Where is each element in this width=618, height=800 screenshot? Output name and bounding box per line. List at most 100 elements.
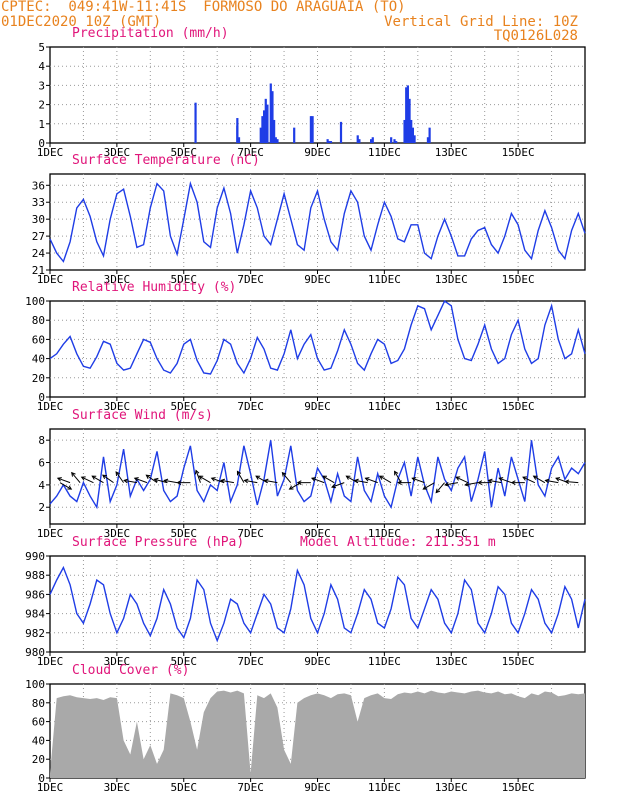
y-tick-label: 0 xyxy=(38,772,45,785)
precip-bar xyxy=(309,116,313,143)
x-tick-label: 13DEC xyxy=(435,527,468,540)
wind-arrow xyxy=(91,475,104,484)
wind-arrow xyxy=(237,471,245,483)
y-tick-label: 33 xyxy=(32,196,45,209)
y-tick-label: 990 xyxy=(25,550,45,563)
x-tick-label: 15DEC xyxy=(502,273,535,286)
panel-2: 0 20 40 60 80 100 1DEC 3DEC 5DEC 7DEC 9DEC 11DEC 13D… xyxy=(25,280,586,413)
y-tick-label: 4 xyxy=(38,60,45,73)
x-tick-label: 15DEC xyxy=(502,400,535,413)
panel-title: Surface Pressure (hPa) xyxy=(72,535,244,550)
y-tick-label: 2 xyxy=(38,99,45,112)
wind-arrow-head xyxy=(243,478,249,484)
wind-arrow-head xyxy=(564,479,570,485)
y-tick-label: 20 xyxy=(32,372,45,385)
wind-arrow-head xyxy=(123,478,129,484)
wind-arrow-head xyxy=(153,477,159,483)
precip-bar xyxy=(328,141,331,143)
x-tick-label: 7DEC xyxy=(237,527,264,540)
precip-bar xyxy=(390,137,393,143)
wind-arrow-head xyxy=(56,477,62,482)
y-tick-label: 80 xyxy=(32,697,45,710)
y-tick-label: 27 xyxy=(32,230,45,243)
x-tick-label: 7DEC xyxy=(237,400,264,413)
precip-bar xyxy=(358,139,361,143)
y-tick-label: 0 xyxy=(38,137,45,150)
wind-arrow-head xyxy=(163,478,169,484)
wind-arrow xyxy=(134,477,148,484)
x-tick-label: 11DEC xyxy=(368,146,401,159)
y-tick-label: 980 xyxy=(25,646,45,659)
x-tick-label: 11DEC xyxy=(368,527,401,540)
x-tick-label: 1DEC xyxy=(37,527,64,540)
wind-arrow-head xyxy=(345,475,351,480)
wind-arrow xyxy=(412,477,425,484)
x-tick-label: 9DEC xyxy=(304,146,331,159)
precip-bar xyxy=(411,127,414,143)
x-tick-label: 3DEC xyxy=(104,400,131,413)
wind-arrow-head xyxy=(444,482,450,487)
x-tick-label: 15DEC xyxy=(502,655,535,668)
panel-title: Surface Wind (m/s) xyxy=(72,408,213,423)
wind-arrow-head xyxy=(435,488,441,494)
wind-arrow xyxy=(435,482,445,493)
panel-annotation: Model Altitude: 211.351 m xyxy=(300,535,496,550)
precip-bar xyxy=(405,87,408,143)
wind-arrow xyxy=(146,474,158,484)
wind-arrow-head xyxy=(411,477,417,482)
precip-bar xyxy=(274,137,277,143)
precip-bar xyxy=(370,139,373,143)
precip-bar xyxy=(428,127,431,143)
x-tick-label: 9DEC xyxy=(304,273,331,286)
series-line xyxy=(49,440,586,510)
y-tick-label: 1 xyxy=(38,118,45,131)
x-tick-label: 13DEC xyxy=(435,273,468,286)
wind-arrow xyxy=(198,475,211,484)
wind-arrow xyxy=(331,482,345,488)
wind-arrow xyxy=(102,474,114,484)
wind-arrow-head xyxy=(510,480,516,486)
wind-arrow-head xyxy=(364,477,370,482)
precip-bar xyxy=(237,137,241,143)
x-tick-label: 11DEC xyxy=(368,400,401,413)
y-tick-label: 6 xyxy=(38,457,45,470)
panel-3: 2 4 6 8 1DEC 3DEC 5DEC 7DEC 9DEC 11DEC 13DEC 15DEC S… xyxy=(37,408,586,540)
panel-5: 0 20 40 60 80 100 1DEC 3DEC 5DEC 7DEC 9DEC 11DEC 13D… xyxy=(25,663,586,794)
x-tick-label: 9DEC xyxy=(304,781,331,794)
x-tick-label: 7DEC xyxy=(237,146,264,159)
wind-arrow xyxy=(533,475,546,484)
wind-arrow-head xyxy=(210,477,216,482)
y-tick-label: 5 xyxy=(38,41,45,54)
header-model-code: TQ0126L028 xyxy=(493,28,578,44)
precip-bar xyxy=(266,104,269,143)
wind-arrow xyxy=(71,472,81,483)
x-tick-label: 15DEC xyxy=(502,781,535,794)
wind-arrow-head xyxy=(422,485,428,490)
x-tick-label: 7DEC xyxy=(237,273,264,286)
wind-arrow-head xyxy=(544,478,550,484)
x-tick-label: 3DEC xyxy=(104,655,131,668)
wind-arrow-head xyxy=(263,478,269,484)
x-tick-label: 15DEC xyxy=(502,527,535,540)
y-tick-label: 986 xyxy=(25,588,45,601)
wind-arrow-head xyxy=(176,480,182,486)
panel-1: 21 24 27 30 33 36 1DEC 3DEC 5DEC 7DEC 9DEC 11DEC 13D… xyxy=(32,153,586,286)
x-tick-label: 11DEC xyxy=(368,781,401,794)
precip-bar xyxy=(236,125,239,143)
precip-bar xyxy=(339,121,343,143)
x-tick-label: 1DEC xyxy=(37,273,64,286)
wind-arrow xyxy=(195,470,201,483)
wind-arrow-head xyxy=(133,477,139,482)
x-tick-label: 7DEC xyxy=(237,655,264,668)
series-line xyxy=(49,180,586,263)
series-line xyxy=(49,299,586,375)
precip-bar xyxy=(395,141,398,143)
y-tick-label: 24 xyxy=(32,247,46,260)
wind-arrow-head xyxy=(378,475,384,480)
wind-arrow-head xyxy=(281,471,287,477)
wind-arrow-head xyxy=(236,470,242,476)
y-tick-label: 100 xyxy=(25,678,45,691)
y-tick-label: 30 xyxy=(32,213,45,226)
precip-bar xyxy=(426,137,430,143)
